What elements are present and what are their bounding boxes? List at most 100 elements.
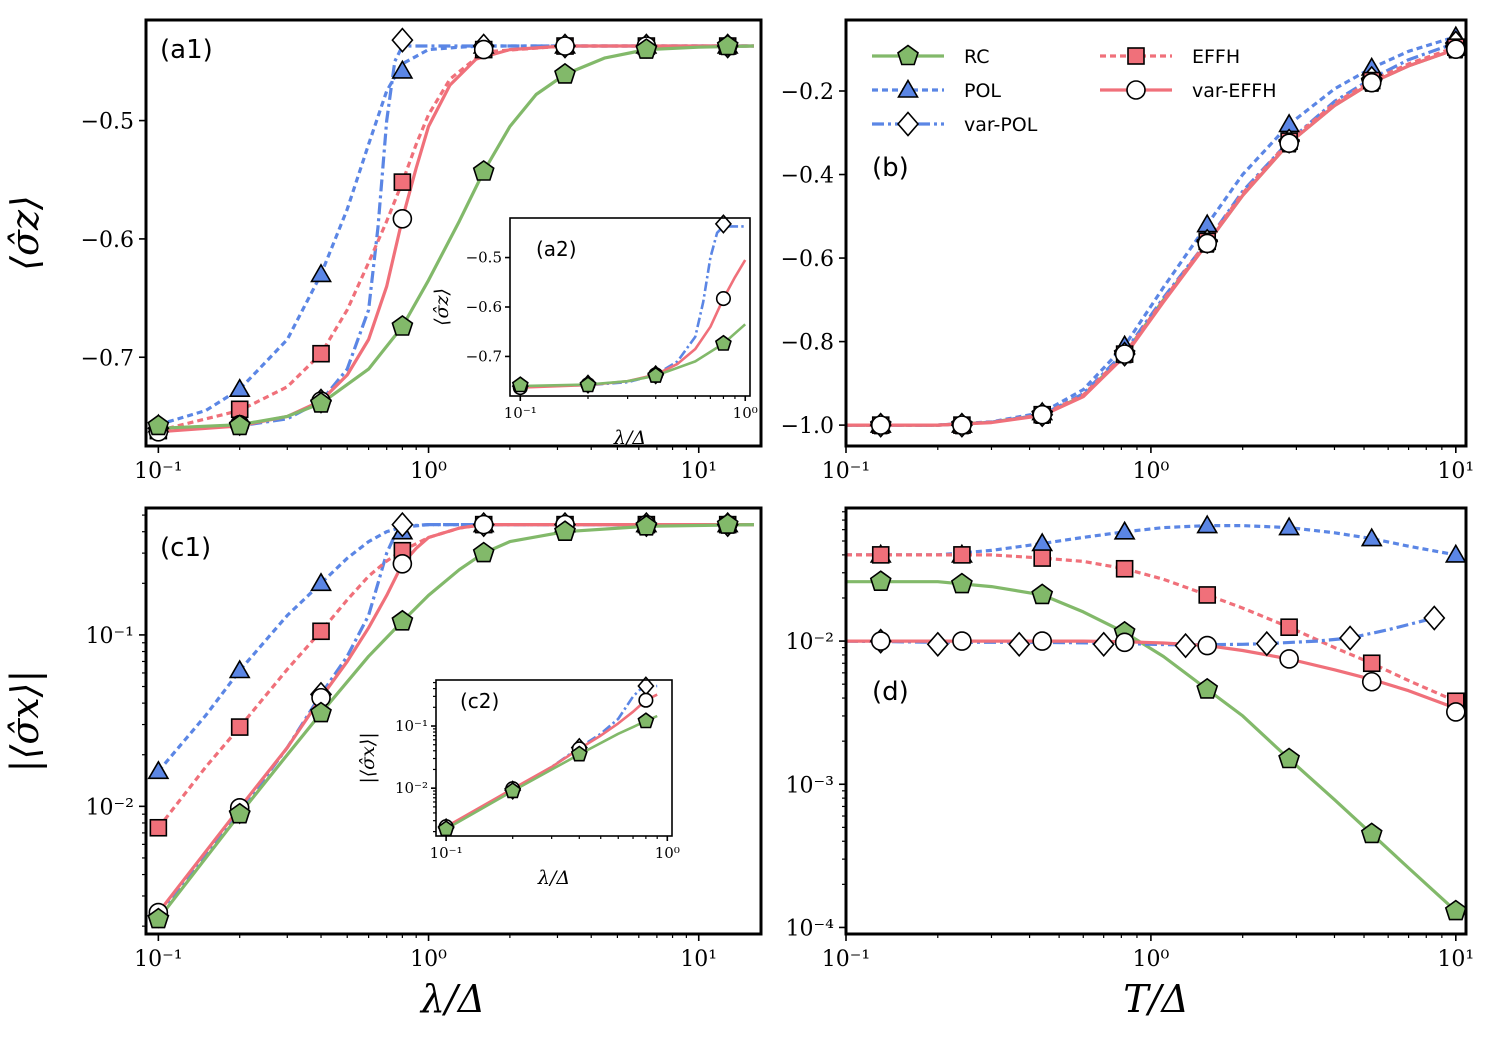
marker-varEFFH: [1197, 233, 1218, 254]
line-varPOL: [158, 44, 754, 431]
marker-varEFFH: [1114, 344, 1135, 364]
marker-RC: [391, 609, 414, 631]
marker-varEFFH: [473, 514, 494, 535]
legend-label-POL: POL: [964, 80, 1001, 102]
marker-varEFFH: [1114, 632, 1135, 653]
marker-RC: [472, 160, 495, 181]
marker-varEFFH: [1361, 671, 1382, 692]
y-axis-label: |⟨σ̂x⟩|: [357, 732, 379, 783]
marker-varPOL: [1339, 625, 1362, 651]
marker-POL: [310, 572, 332, 592]
panel-c1: 10⁻¹ 10⁰ 10¹ 10⁻¹ 10⁻² (c1) |⟨σ̂x⟩|: [3, 506, 763, 972]
plot-background: [846, 508, 1466, 934]
marker-EFFH: [230, 718, 249, 736]
marker-POL: [1113, 520, 1136, 540]
marker-varPOL: [1092, 631, 1115, 658]
y-tick-label: −0.5: [81, 110, 134, 135]
marker-POL: [228, 659, 251, 679]
y-axis-label: |⟨σ̂x⟩|: [3, 670, 47, 773]
y-axis-label: ⟨σ̂z⟩: [3, 195, 47, 271]
plot-frame: [144, 18, 763, 448]
line-POL: [846, 524, 1457, 557]
x-tick-label: 10⁻¹: [430, 844, 463, 862]
y-tick-label: −0.4: [781, 164, 834, 189]
x-tick-label: 10⁻¹: [134, 947, 182, 972]
legend-marker-POL: [897, 78, 919, 98]
marker-RC: [716, 34, 739, 56]
marker-POL: [1278, 516, 1300, 536]
panel-c2: 10⁻¹ 10⁰ 10⁻¹ 10⁻² (c2) |⟨σ̂x⟩| λ/Δ: [357, 676, 680, 889]
x-tick-label: 10⁰: [410, 459, 447, 484]
x-tick-label: 10⁰: [733, 404, 758, 422]
marker-RC: [1360, 822, 1383, 844]
marker-varEFFH: [870, 631, 891, 651]
marker-varEFFH: [1032, 404, 1052, 425]
y-tick-label: 10⁻⁴: [786, 916, 835, 941]
y-tick-label: 10⁻²: [86, 795, 134, 820]
panel-b: 10⁻¹ 10⁰ 10¹ −0.2 −0.4 −0.6 −0.8 −1.0 (b): [781, 18, 1474, 484]
x-axis-label-left: λ/Δ: [419, 977, 485, 1021]
y-tick-label: 10⁻¹: [86, 624, 134, 649]
x-tick-label: 10⁰: [1132, 947, 1169, 972]
y-tick-label: −0.6: [81, 228, 134, 253]
plot-background: [510, 218, 750, 396]
x-tick-label: 10¹: [680, 459, 717, 484]
x-tick-label: 10⁻¹: [822, 947, 870, 972]
x-tick-label: 10⁻¹: [134, 459, 182, 484]
plot-frame: [509, 217, 751, 397]
marker-varEFFH: [715, 291, 731, 307]
marker-EFFH: [1198, 586, 1217, 604]
legend: RC POL var-POL EFFH var-EFFH: [872, 44, 1277, 137]
marker-RC: [950, 572, 973, 594]
panel-label: (a2): [536, 237, 577, 261]
y-tick-label: −0.6: [781, 247, 834, 272]
marker-RC: [635, 38, 658, 59]
marker-RC: [714, 334, 732, 351]
y-tick-label: −0.7: [81, 346, 134, 371]
marker-RC: [228, 414, 251, 436]
panel-label: (c1): [160, 533, 211, 563]
panel-d: 10⁻¹ 10⁰ 10¹ 10⁻² 10⁻³ 10⁻⁴ (d): [786, 506, 1474, 972]
x-tick-label: 10⁻¹: [504, 404, 537, 422]
marker-RC: [1196, 677, 1219, 699]
marker-EFFH: [393, 173, 412, 191]
x-axis-label: λ/Δ: [613, 427, 646, 449]
legend-marker-EFFH: [1127, 47, 1145, 65]
line-POL: [157, 44, 754, 427]
marker-RC: [570, 745, 588, 762]
marker-varPOL: [391, 27, 414, 53]
panel-label: (a1): [160, 35, 213, 65]
marker-RC: [147, 414, 170, 436]
marker-RC: [647, 366, 665, 383]
line-EFFH: [846, 553, 1457, 703]
panel-label: (b): [872, 153, 909, 183]
x-tick-label: 10¹: [1437, 947, 1474, 972]
marker-varEFFH: [1279, 649, 1299, 669]
marker-varPOL: [926, 631, 949, 658]
marker-varEFFH: [870, 415, 891, 435]
x-tick-label: 10⁰: [655, 844, 680, 862]
marker-RC: [310, 391, 332, 413]
legend-label-RC: RC: [964, 46, 990, 68]
y-tick-label: 10⁻³: [786, 773, 834, 798]
marker-EFFH: [871, 546, 890, 564]
marker-varEFFH: [1032, 631, 1052, 651]
marker-varEFFH: [952, 415, 972, 435]
legend-marker-RC: [897, 44, 919, 66]
x-tick-label: 10⁰: [1132, 459, 1169, 484]
series-markers: [869, 514, 1467, 921]
marker-varEFFH: [1197, 635, 1218, 656]
marker-EFFH: [953, 546, 971, 564]
marker-varPOL: [391, 511, 414, 538]
marker-EFFH: [149, 818, 168, 837]
marker-RC: [511, 376, 529, 393]
legend-label-EFFH: EFFH: [1192, 46, 1240, 68]
marker-RC: [228, 802, 251, 824]
y-tick-label: 10⁻²: [395, 779, 428, 797]
y-tick-label: −0.5: [466, 249, 502, 267]
marker-EFFH: [312, 622, 330, 641]
marker-varPOL: [1423, 605, 1446, 631]
marker-POL: [147, 760, 170, 780]
x-tick-label: 10⁻¹: [822, 459, 870, 484]
